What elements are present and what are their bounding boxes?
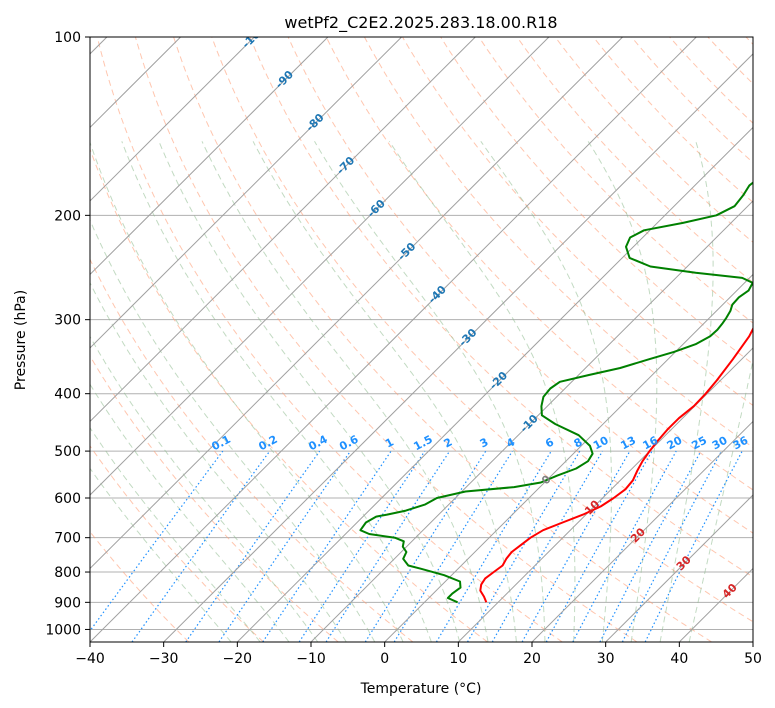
isotherm-line: [90, 37, 476, 423]
x-tick-label: 0: [380, 651, 389, 667]
plot-area: [90, 37, 753, 642]
mixing-ratio-label: 13: [618, 434, 638, 453]
isotherm-line: [163, 53, 753, 642]
mixing-ratio-label: 25: [689, 434, 709, 453]
dry-adiabat: [173, 37, 712, 642]
temperature-profile-line: [479, 326, 753, 603]
plot-frame: [89, 36, 754, 643]
moist-adiabat: [90, 141, 404, 642]
dry-adiabat: [90, 258, 414, 642]
moist-adiabat: [158, 141, 461, 642]
mixing-ratio-line: [185, 450, 321, 642]
y-tick-label: 300: [54, 313, 81, 329]
isotherm-line: [457, 347, 753, 642]
x-tick-label: 10: [449, 651, 467, 667]
x-axis-title: Temperature (°C): [360, 681, 482, 697]
dry-adiabat: [211, 37, 753, 623]
moist-adiabat: [659, 141, 714, 642]
x-axis: −40 −30 −20 −10 0 10 20 30 40 50: [75, 642, 762, 667]
dry-adiabat: [325, 37, 753, 491]
isotherm-line: [90, 37, 402, 349]
isotherm-line: [90, 37, 623, 570]
moist-adiabat: [121, 141, 432, 642]
x-tick-label: 20: [523, 651, 541, 667]
mixing-ratio-line: [325, 450, 451, 642]
mixing-ratio-label: 36: [731, 434, 751, 453]
moist-adiabat: [90, 383, 290, 642]
moist-adiabat: [90, 426, 261, 642]
isotherm-line: [90, 37, 550, 496]
mixing-ratio-label: 10: [591, 434, 611, 453]
dewpoint-profile-line: [359, 181, 753, 604]
chart-title: wetPf2_C2E2.2025.283.18.00.R18: [284, 13, 557, 33]
x-tick-label: 40: [670, 651, 688, 667]
mixing-ratio-line: [545, 450, 653, 642]
mixing-ratio-label: 20: [665, 434, 685, 453]
moist-adiabat: [90, 467, 232, 642]
mixing-ratio-line: [572, 450, 677, 642]
y-tick-label: 200: [54, 208, 81, 224]
y-tick-label: 500: [54, 444, 81, 460]
isotherm-line: [531, 420, 753, 642]
x-tick-label: −10: [296, 651, 326, 667]
mixing-ratio-line: [90, 450, 224, 632]
moist-adiabat: [688, 357, 753, 642]
dry-adiabat: [287, 37, 753, 534]
isotherm-line: [384, 273, 753, 642]
moist-adiabat: [90, 335, 319, 642]
mixing-ratio-line: [298, 450, 426, 642]
y-tick-label: 800: [54, 565, 81, 581]
isotherm-line: [90, 37, 255, 202]
mixing-ratio-line: [644, 450, 743, 642]
dry-adiabat: [96, 37, 563, 642]
isotherm-line: [310, 200, 753, 642]
mixing-ratio-line: [393, 450, 513, 642]
moist-adiabat: [90, 281, 347, 642]
dry-adiabat: [134, 37, 638, 642]
x-tick-label: 30: [597, 651, 615, 667]
x-tick-label: −30: [149, 651, 179, 667]
y-tick-label: 600: [54, 491, 81, 507]
x-tick-label: −40: [75, 651, 105, 667]
moist-adiabat: [388, 141, 576, 642]
mixing-ratio-line: [218, 450, 351, 642]
y-axis-title: Pressure (hPa): [13, 290, 29, 390]
mixing-ratio-line: [262, 450, 392, 642]
mixing-ratio-label: 16: [641, 434, 661, 453]
isotherm-line: [236, 126, 753, 642]
mixing-ratio-line: [364, 450, 487, 642]
isotherm-line: [90, 37, 329, 276]
y-tick-label: 900: [54, 595, 81, 611]
y-tick-label: 1000: [45, 622, 81, 638]
y-axis: 100 200 300 400 500 600 700 800 900 1000: [45, 30, 90, 638]
moist-adiabat: [587, 141, 658, 642]
x-tick-label: 50: [744, 651, 762, 667]
isotherm-line: [605, 494, 753, 642]
mixing-ratio-line: [521, 450, 631, 642]
dry-adiabat: [90, 355, 339, 642]
y-tick-label: 100: [54, 30, 81, 46]
x-tick-label: −20: [223, 651, 253, 667]
y-tick-label: 700: [54, 531, 81, 547]
dry-adiabat: [249, 37, 753, 578]
dry-adiabat: [90, 445, 264, 642]
moist-adiabat: [252, 141, 517, 642]
y-tick-label: 400: [54, 387, 81, 403]
isotherm-line: [90, 37, 697, 642]
moist-adiabat: [480, 141, 612, 642]
mixing-ratio-label: 30: [710, 434, 730, 453]
mixing-ratio-line: [131, 450, 271, 642]
